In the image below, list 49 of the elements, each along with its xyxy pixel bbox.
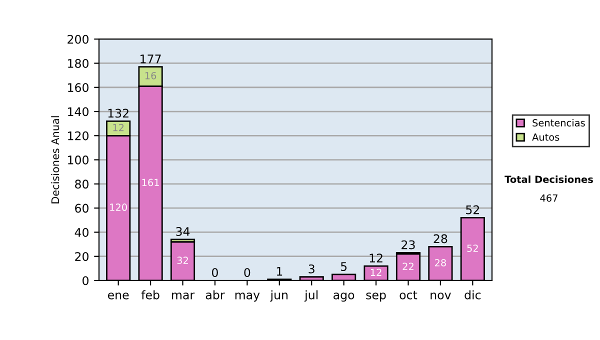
total-label: 23 [402, 240, 415, 250]
text: Total Decisiones [504, 175, 593, 184]
total-label: 52 [466, 205, 479, 214]
total-label: 34 [176, 227, 190, 236]
x-tick-label: ago [334, 292, 354, 302]
y-tick-label: 140 [68, 107, 88, 116]
data-label: 52 [467, 244, 478, 252]
total-label: 3 [308, 264, 314, 274]
total-label: 28 [434, 234, 448, 244]
y-axis-title: Decisiones Anual [51, 116, 60, 204]
y-tick-label: 160 [68, 83, 88, 92]
y-tick-label: 100 [68, 156, 88, 164]
y-tick-label: 20 [75, 252, 88, 262]
y-tick-label: 40 [74, 228, 88, 237]
data-label: 12 [370, 268, 382, 276]
x-tick-label: feb [141, 290, 160, 300]
total-label: 12 [370, 254, 382, 262]
data-label: 32 [177, 256, 188, 264]
x-tick-label: abr [206, 290, 225, 300]
y-tick-label: 0 [82, 276, 88, 286]
total-label: 132 [108, 108, 128, 118]
total-label: 177 [140, 54, 161, 64]
text: 467 [540, 194, 558, 202]
data-label: 120 [110, 204, 127, 211]
y-tick-label: 80 [75, 180, 88, 189]
x-tick-label: sep [366, 292, 386, 302]
x-tick-label: jun [270, 290, 288, 302]
data-label: 12 [113, 124, 124, 132]
x-tick-label: oct [400, 290, 418, 300]
data-label: 161 [142, 178, 159, 186]
total-label: 0 [212, 268, 218, 278]
y-tick-label: 120 [68, 131, 88, 140]
x-tick-label: dic [464, 290, 481, 300]
y-tick-label: 180 [68, 58, 88, 68]
x-tick-label: ene [108, 292, 129, 300]
total-label: 5 [340, 262, 347, 271]
data-label: 22 [402, 262, 414, 270]
x-tick-label: mar [172, 292, 195, 300]
x-tick-label: jul [304, 290, 318, 302]
total-label: 1 [276, 267, 282, 276]
y-tick-label: 60 [75, 204, 88, 213]
legend-label: Sentencias [532, 118, 585, 127]
total-label: 0 [244, 268, 250, 278]
legend-label: Autos [532, 134, 560, 141]
data-label: 16 [145, 72, 156, 80]
x-tick-label: nov [430, 292, 451, 300]
y-tick-label: 200 [68, 34, 88, 44]
x-tick-label: may [235, 292, 260, 302]
data-label: 28 [434, 259, 446, 266]
